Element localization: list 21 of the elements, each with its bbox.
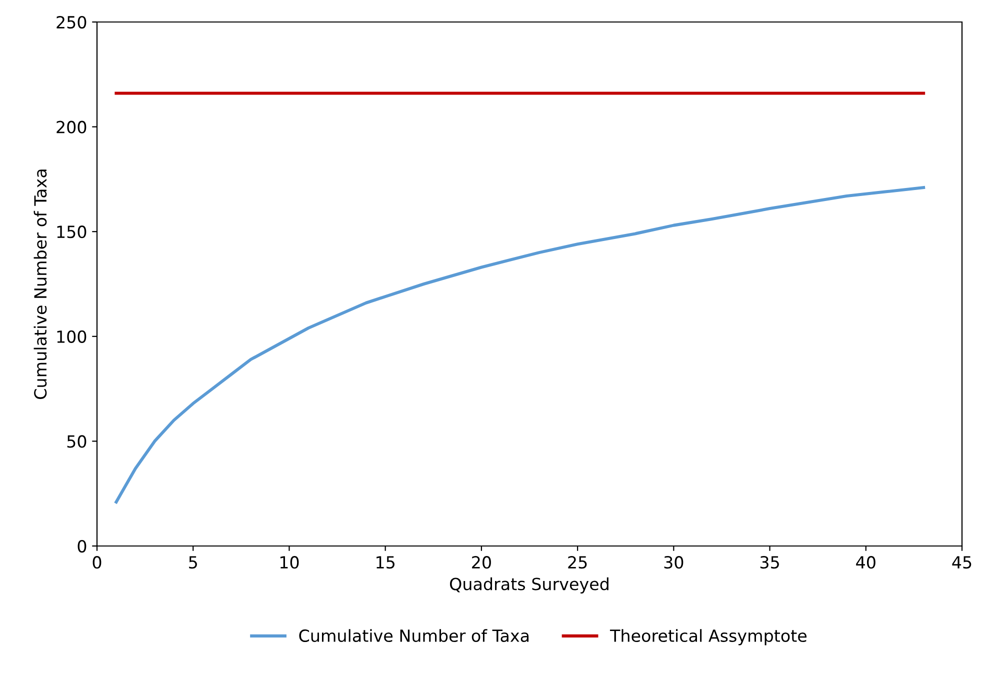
y-axis-title: Cumulative Number of Taxa [34, 170, 47, 399]
x-tick-label: 30 [664, 556, 684, 569]
y-tick-label: 200 [56, 120, 86, 134]
legend-label: Theoretical Assymptote [610, 629, 807, 646]
x-tick-label: 15 [376, 556, 394, 569]
x-tick-label: 0 [92, 556, 102, 569]
y-tick-label: 100 [57, 330, 86, 343]
y-tick-label: 50 [67, 435, 86, 448]
legend-label: Cumulative Number of Taxa [299, 629, 529, 642]
x-axis-title: Quadrats Surveyed [450, 577, 608, 594]
x-tick-label: 5 [189, 556, 197, 569]
y-tick-label: 250 [56, 16, 86, 29]
x-tick-label: 10 [280, 556, 299, 569]
x-tick-label: 25 [568, 556, 587, 569]
y-tick-label: 150 [57, 226, 86, 238]
x-tick-label: 40 [856, 556, 876, 569]
x-tick-label: 20 [472, 556, 491, 569]
line-series [114, 186, 926, 504]
y-tick-label: 0 [78, 540, 86, 553]
x-tick-label: 35 [760, 556, 779, 569]
x-tick-label: 45 [952, 556, 972, 569]
